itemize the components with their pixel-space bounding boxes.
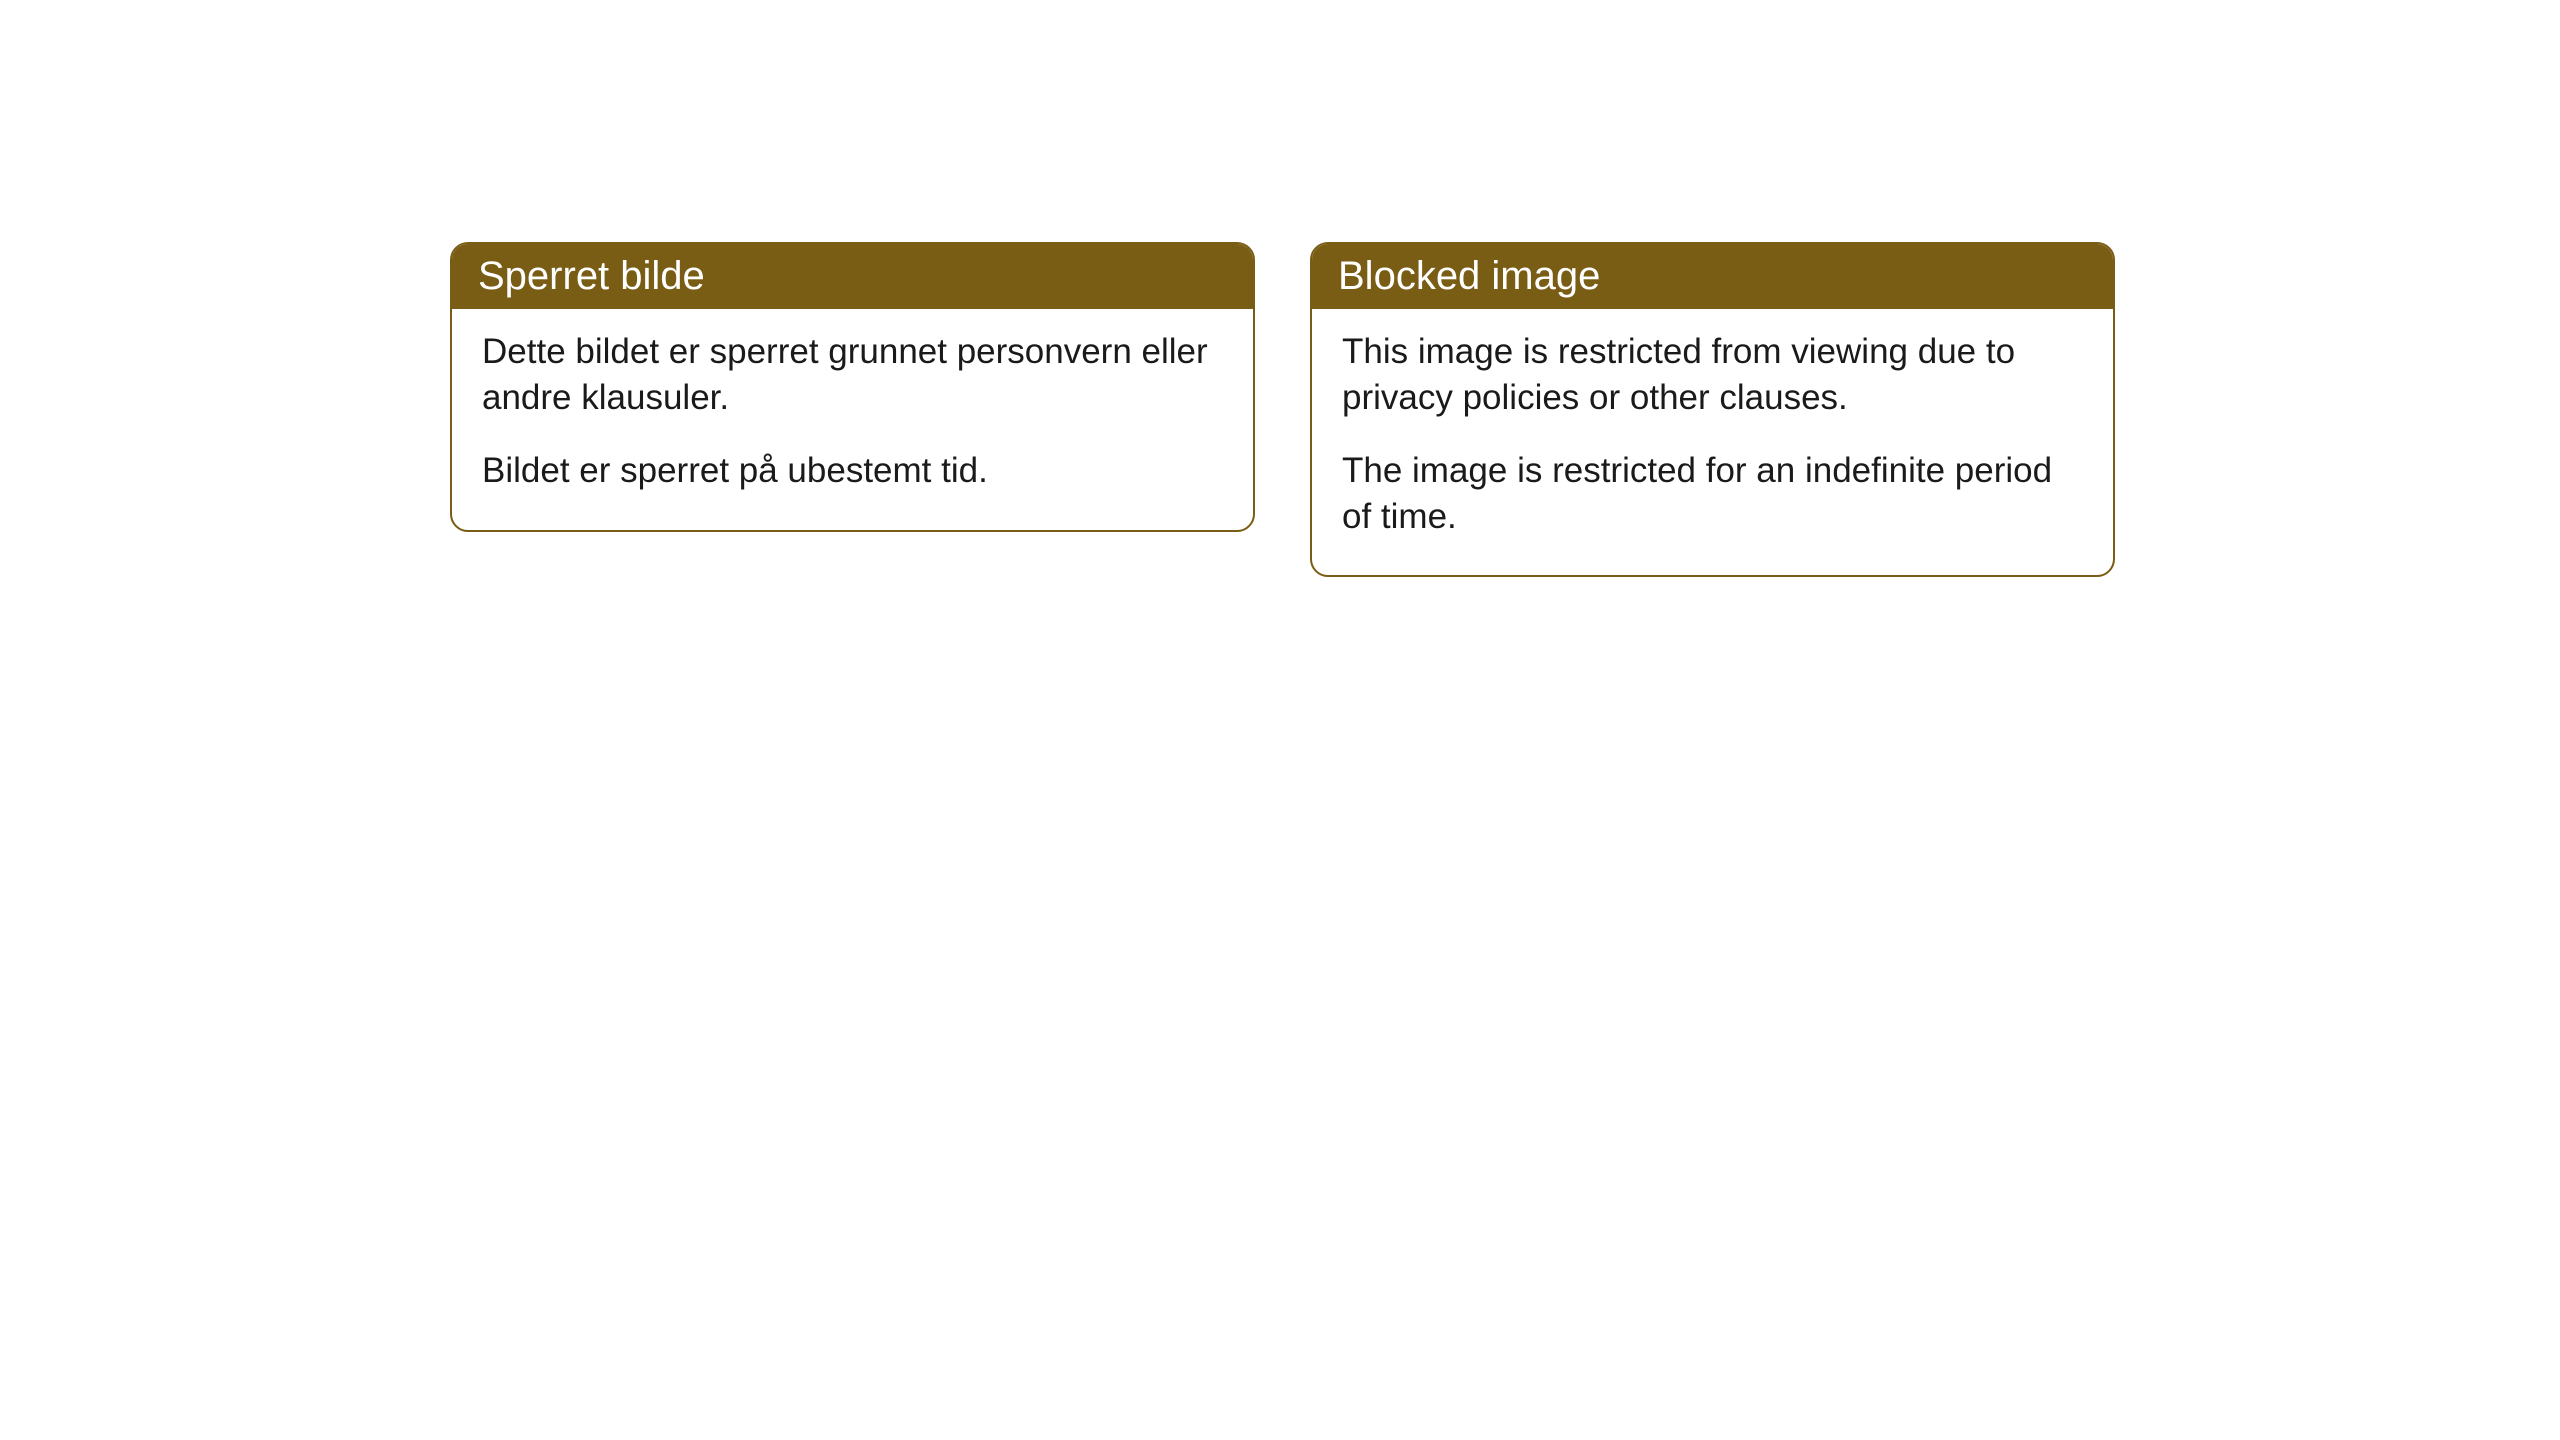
notice-header: Blocked image	[1312, 244, 2113, 309]
notice-body: This image is restricted from viewing du…	[1312, 309, 2113, 575]
notice-header: Sperret bilde	[452, 244, 1253, 309]
notice-paragraph: Dette bildet er sperret grunnet personve…	[482, 329, 1223, 420]
notice-title: Blocked image	[1338, 254, 1600, 298]
notice-card-norwegian: Sperret bilde Dette bildet er sperret gr…	[450, 242, 1255, 532]
notice-card-english: Blocked image This image is restricted f…	[1310, 242, 2115, 577]
notice-paragraph: Bildet er sperret på ubestemt tid.	[482, 448, 1223, 494]
notice-body: Dette bildet er sperret grunnet personve…	[452, 309, 1253, 530]
notice-paragraph: This image is restricted from viewing du…	[1342, 329, 2083, 420]
notice-paragraph: The image is restricted for an indefinit…	[1342, 448, 2083, 539]
notice-title: Sperret bilde	[478, 254, 705, 298]
